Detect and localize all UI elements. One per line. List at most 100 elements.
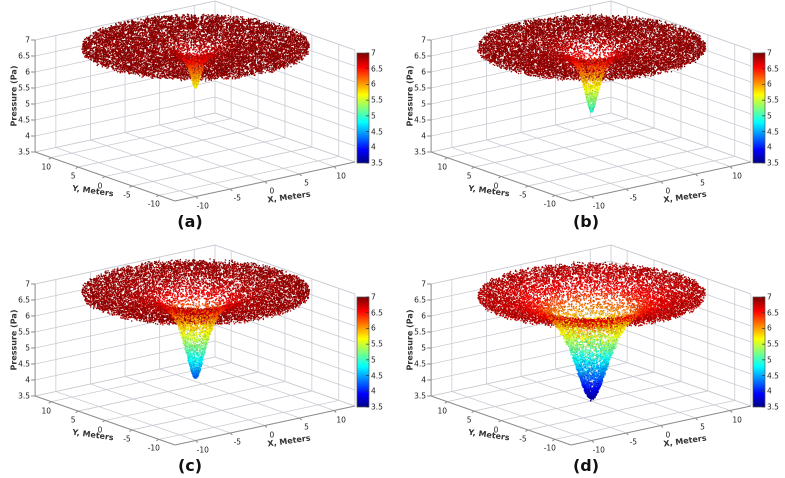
colorbar-tick-label: 3.5 <box>767 402 779 412</box>
colorbar-tick-label: 3.5 <box>371 402 383 412</box>
colorbar-tick-label: 5 <box>371 355 376 365</box>
z-tick-label: 7 <box>421 35 426 45</box>
z-tick-label: 5.5 <box>414 83 426 93</box>
y-tick-label: -10 <box>543 199 556 209</box>
x-tick-label: 0 <box>665 430 671 439</box>
x-tick-label: -5 <box>629 193 638 203</box>
colorbar-tick-label: 3.5 <box>767 158 779 168</box>
y-tick-label: 5 <box>70 415 76 425</box>
colorbar-tick-label: 6.5 <box>371 64 383 74</box>
z-tick-label: 3.5 <box>18 147 30 157</box>
x-tick-label: -10 <box>592 445 605 454</box>
subplot-caption: (c) <box>177 456 203 475</box>
z-tick-label: 5.5 <box>18 327 30 337</box>
colorbar-tick-label: 5 <box>371 111 376 121</box>
y-tick-label: -5 <box>123 190 131 200</box>
subplot-d: (d) Pressure (Pa) X, Meters Y, Meters 3.5 4 4… <box>396 244 785 478</box>
y-tick-label: -5 <box>519 190 527 200</box>
colorbar-tick-label: 6 <box>371 79 376 89</box>
x-tick-label: -10 <box>196 201 209 210</box>
x-tick-label: -10 <box>592 201 605 210</box>
colorbar-tick-label: 6.5 <box>767 64 779 74</box>
y-tick-label: -10 <box>543 443 556 453</box>
colorbar-tick-label: 4.5 <box>767 127 779 137</box>
z-tick-label: 5.5 <box>414 327 426 337</box>
colorbar-tick-label: 7 <box>371 48 376 58</box>
y-tick-label: 10 <box>41 162 52 172</box>
z-tick-label: 6.5 <box>18 51 30 61</box>
y-tick-label: 5 <box>70 171 76 181</box>
colorbar-tick-label: 5.5 <box>371 95 383 105</box>
colorbar-tick-label: 6 <box>767 79 772 89</box>
z-tick-label: 6 <box>421 67 426 77</box>
colorbar-tick-label: 5 <box>767 355 772 365</box>
z-tick-label: 6 <box>25 67 30 77</box>
x-tick-label: 10 <box>336 171 346 180</box>
z-tick-label: 7 <box>25 279 30 289</box>
x-tick-label: 5 <box>700 422 705 432</box>
x-tick-label: 5 <box>700 178 705 188</box>
x-tick-label: -5 <box>233 193 242 203</box>
z-tick-label: 4.5 <box>414 359 426 369</box>
y-tick-label: -5 <box>123 434 131 444</box>
z-tick-label: 3.5 <box>414 147 426 157</box>
subplot-a: (a) Pressure (Pa) X, Meters Y, Meters 3.5 4 4… <box>0 0 389 234</box>
y-tick-label: 0 <box>97 425 103 434</box>
colorbar-tick-label: 4.5 <box>371 127 383 137</box>
colorbar-tick-label: 3.5 <box>371 158 383 168</box>
y-tick-label: -10 <box>147 443 160 453</box>
colorbar-tick-label: 7 <box>767 292 772 302</box>
z-tick-label: 6.5 <box>414 51 426 61</box>
colorbar-tick-label: 4 <box>767 142 772 152</box>
colorbar-tick-label: 6 <box>371 323 376 333</box>
z-tick-label: 6 <box>25 311 30 321</box>
colorbar-tick-label: 4 <box>767 386 772 396</box>
subplot-caption: (d) <box>572 456 600 475</box>
z-tick-label: 4 <box>25 131 30 141</box>
z-tick-label: 5.5 <box>18 83 30 93</box>
colorbar-tick-label: 5.5 <box>767 339 779 349</box>
z-tick-label: 7 <box>421 279 426 289</box>
x-tick-label: 5 <box>304 178 309 188</box>
plot3d-canvas <box>0 0 389 234</box>
y-tick-label: -5 <box>519 434 527 444</box>
subplot-caption: (a) <box>177 212 203 231</box>
colorbar-tick-label: 4 <box>371 386 376 396</box>
z-tick-label: 7 <box>25 35 30 45</box>
z-tick-label: 3.5 <box>18 391 30 401</box>
z-tick-label: 4.5 <box>414 115 426 125</box>
colorbar-tick-label: 7 <box>371 292 376 302</box>
z-tick-label: 6.5 <box>18 295 30 305</box>
y-tick-label: 10 <box>437 162 448 172</box>
plot3d-canvas <box>0 244 389 478</box>
x-tick-label: 10 <box>336 415 346 424</box>
colorbar-tick-label: 5.5 <box>767 95 779 105</box>
x-tick-label: 0 <box>665 186 671 195</box>
colorbar-tick-label: 4 <box>371 142 376 152</box>
y-tick-label: 0 <box>493 181 499 190</box>
y-tick-label: 0 <box>493 425 499 434</box>
z-tick-label: 5 <box>421 99 426 109</box>
z-tick-label: 5 <box>25 99 30 109</box>
y-tick-label: 5 <box>466 415 472 425</box>
colorbar-tick-label: 4.5 <box>371 371 383 381</box>
colorbar-tick-label: 5 <box>767 111 772 121</box>
y-tick-label: -10 <box>147 199 160 209</box>
colorbar-tick-label: 5.5 <box>371 339 383 349</box>
colorbar-tick-label: 4.5 <box>767 371 779 381</box>
z-tick-label: 4 <box>421 375 426 385</box>
x-tick-label: 0 <box>269 186 275 195</box>
z-tick-label: 3.5 <box>414 391 426 401</box>
z-tick-label: 6.5 <box>414 295 426 305</box>
colorbar-tick-label: 6.5 <box>767 308 779 318</box>
z-tick-label: 4 <box>25 375 30 385</box>
y-tick-label: 0 <box>97 181 103 190</box>
y-tick-label: 10 <box>437 406 448 416</box>
z-tick-label: 4.5 <box>18 115 30 125</box>
z-tick-label: 5 <box>421 343 426 353</box>
plot3d-canvas <box>396 244 785 478</box>
x-tick-label: 10 <box>732 415 742 424</box>
x-tick-label: -5 <box>233 437 242 447</box>
z-tick-label: 4.5 <box>18 359 30 369</box>
